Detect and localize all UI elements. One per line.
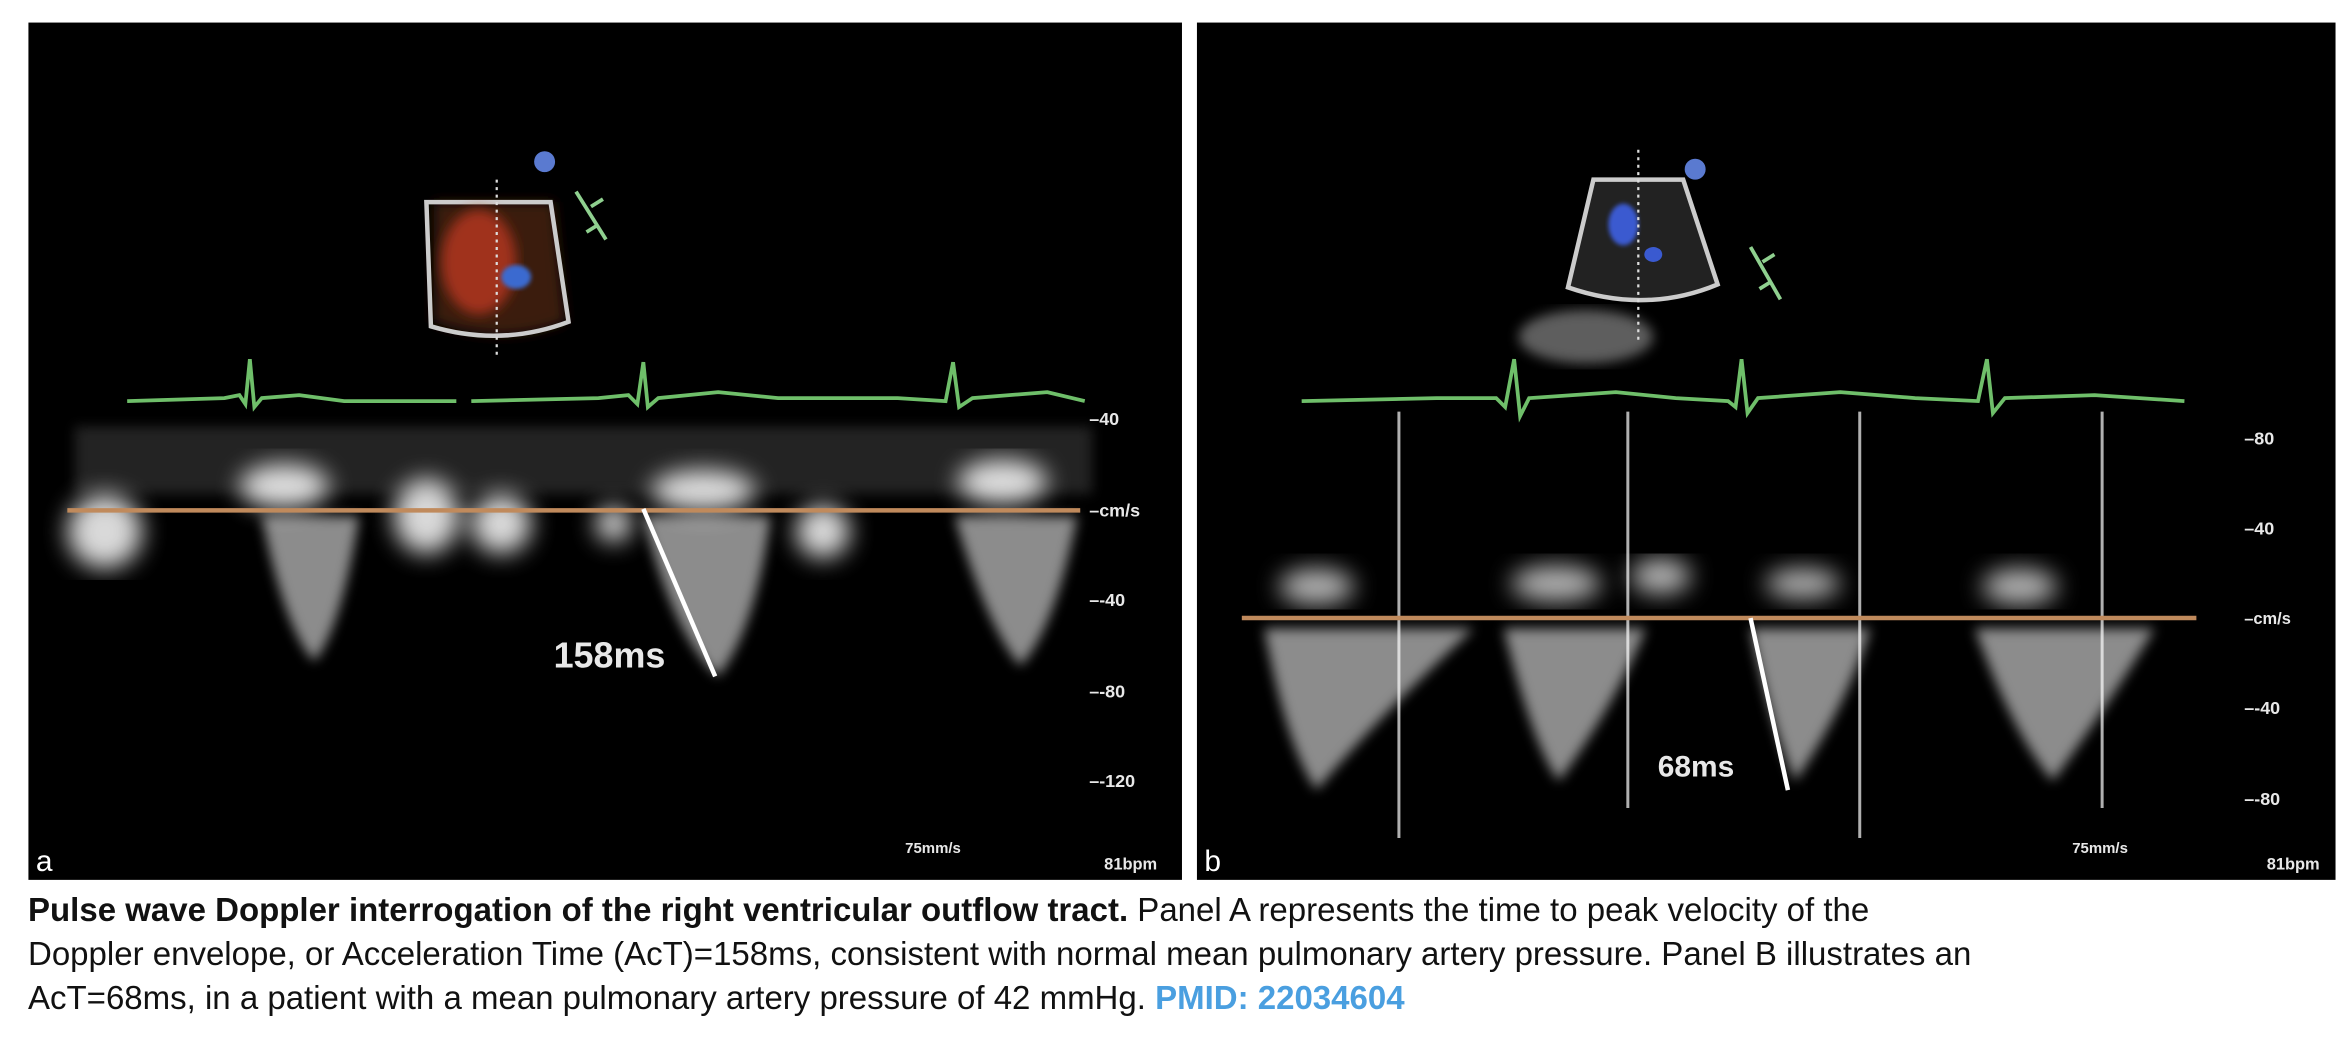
acceleration-time-label: 158ms <box>554 635 666 675</box>
heart-rate: 81bpm <box>1104 855 1157 873</box>
panel-letter: b <box>1204 845 1221 878</box>
svg-text:–cm/s: –cm/s <box>2244 610 2291 628</box>
ecg-trace <box>127 359 457 412</box>
panel-b: 68ms –80 –40 –cm/s –-40 –-80 75mm/s 81bp… <box>1196 22 2336 880</box>
acceleration-time-line <box>641 507 718 678</box>
svg-text:–80: –80 <box>2244 428 2274 448</box>
ecg-trace <box>1301 358 2185 423</box>
svg-text:–-80: –-80 <box>1089 681 1125 701</box>
doppler-figure: 158ms –40 –cm/s –-40 –-80 –-120 75mm/s 8… <box>28 22 2336 880</box>
echo-sector-icon <box>1518 149 1783 364</box>
caption-text: Panel A represents the time to peak velo… <box>1128 891 1870 928</box>
echo-sector-icon <box>424 151 608 360</box>
svg-text:–-40: –-40 <box>1089 590 1125 610</box>
velocity-scale: –40 –cm/s –-40 –-80 –-120 <box>1089 409 1140 791</box>
caption-text: AcT=68ms, in a patient with a mean pulmo… <box>28 979 1146 1016</box>
caption-text: Doppler envelope, or Acceleration Time (… <box>28 935 1972 972</box>
acceleration-time-line <box>1748 617 1791 791</box>
panel-letter: a <box>36 845 53 878</box>
doppler-spectrum <box>1264 411 2155 838</box>
panel-a: 158ms –40 –cm/s –-40 –-80 –-120 75mm/s 8… <box>28 22 1182 880</box>
sweep-speed: 75mm/s <box>905 840 961 857</box>
acceleration-time-label: 68ms <box>1658 751 1734 784</box>
svg-text:–-40: –-40 <box>2244 698 2280 718</box>
figure-caption: Pulse wave Doppler interrogation of the … <box>28 888 2338 1020</box>
caption-title: Pulse wave Doppler interrogation of the … <box>28 891 1129 928</box>
velocity-scale: –80 –40 –cm/s –-40 –-80 <box>2244 428 2291 809</box>
sweep-speed: 75mm/s <box>2072 840 2128 857</box>
ecg-trace <box>471 361 1086 411</box>
svg-text:–cm/s: –cm/s <box>1089 500 1140 520</box>
svg-text:–40: –40 <box>1089 409 1119 429</box>
svg-text:–40: –40 <box>2244 518 2274 538</box>
svg-text:–-120: –-120 <box>1089 771 1135 791</box>
pmid-link[interactable]: PMID: 22034604 <box>1155 979 1405 1016</box>
svg-text:–-80: –-80 <box>2244 789 2280 809</box>
heart-rate: 81bpm <box>2267 855 2320 873</box>
